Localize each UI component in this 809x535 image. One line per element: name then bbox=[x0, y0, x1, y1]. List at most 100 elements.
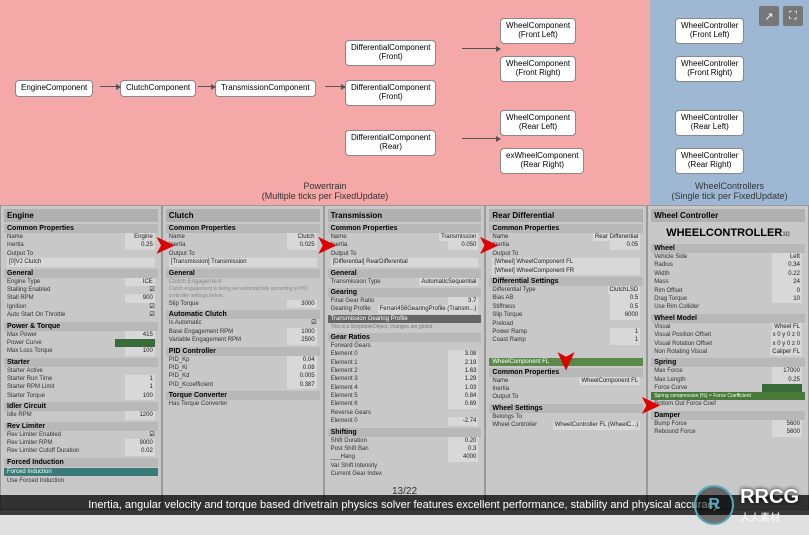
value[interactable]: 1 bbox=[125, 375, 155, 383]
value[interactable]: 415 bbox=[125, 331, 155, 339]
value[interactable]: 1.63 bbox=[448, 367, 478, 375]
object-slot[interactable]: Caliper FL bbox=[770, 348, 802, 356]
node-wheel-rl[interactable]: WheelComponent (Rear Left) bbox=[500, 110, 576, 136]
node-wc-rr[interactable]: WheelController (Rear Right) bbox=[675, 148, 744, 174]
output-slot[interactable]: [Wheel] WheelComponent FR bbox=[492, 267, 640, 275]
value[interactable]: Clutch bbox=[287, 233, 317, 241]
value[interactable]: 5600 bbox=[772, 420, 802, 428]
value[interactable]: 100 bbox=[125, 347, 155, 355]
value[interactable]: 1.29 bbox=[448, 375, 478, 383]
value[interactable]: 3.7 bbox=[448, 297, 478, 305]
value[interactable]: 17000 bbox=[772, 367, 802, 375]
value[interactable]: 2.19 bbox=[448, 359, 478, 367]
panel-title: Rear Differential bbox=[489, 209, 643, 222]
checkbox[interactable]: ☑ bbox=[149, 431, 154, 439]
value[interactable]: 100 bbox=[125, 392, 155, 400]
vector[interactable]: x 0 y 0 z 0 bbox=[771, 340, 802, 348]
value[interactable]: 0.387 bbox=[287, 381, 317, 389]
value[interactable]: 0.005 bbox=[287, 372, 317, 380]
node-clutch[interactable]: ClutchComponent bbox=[120, 80, 196, 97]
dropdown[interactable]: Left bbox=[772, 253, 802, 261]
checkbox[interactable]: ☑ bbox=[149, 311, 154, 319]
node-wc-fl[interactable]: WheelController (Front Left) bbox=[675, 18, 744, 44]
curve[interactable] bbox=[762, 384, 802, 392]
value[interactable]: 0.20 bbox=[448, 437, 478, 445]
label: Stall RPM bbox=[7, 294, 34, 302]
dropdown[interactable]: ICE bbox=[125, 278, 155, 286]
checkbox[interactable]: ☑ bbox=[149, 286, 154, 294]
value[interactable]: 0.25 bbox=[772, 376, 802, 384]
value[interactable]: 0.08 bbox=[287, 364, 317, 372]
value[interactable]: 3.08 bbox=[448, 350, 478, 358]
node-wheel-fl[interactable]: WheelComponent (Front Left) bbox=[500, 18, 576, 44]
value[interactable]: 1200 bbox=[125, 411, 155, 419]
value[interactable]: WheelComponent FL bbox=[579, 377, 640, 385]
label: Element 4 bbox=[331, 384, 358, 392]
label: Variable Engagement RPM bbox=[169, 336, 241, 344]
value[interactable]: Engine bbox=[125, 233, 155, 241]
value[interactable]: 0.5 bbox=[610, 303, 640, 311]
value[interactable]: 0.84 bbox=[448, 392, 478, 400]
checkbox[interactable]: ☑ bbox=[311, 319, 316, 327]
value[interactable]: 2500 bbox=[287, 336, 317, 344]
dropdown[interactable]: ClutchLSD bbox=[608, 286, 641, 294]
checkbox[interactable]: ☑ bbox=[149, 303, 154, 311]
value[interactable]: 900 bbox=[125, 294, 155, 302]
value[interactable]: 1 bbox=[610, 328, 640, 336]
value[interactable]: 0.025 bbox=[287, 241, 317, 249]
value[interactable]: 0.69 bbox=[448, 400, 478, 408]
node-wheel-fr[interactable]: WheelComponent (Front Right) bbox=[500, 56, 576, 82]
dropdown[interactable]: AutomaticSequential bbox=[419, 278, 478, 286]
node-diff-top[interactable]: DifferentialComponent (Front) bbox=[345, 40, 436, 66]
expand-icon[interactable]: ⛶ bbox=[783, 6, 803, 26]
value[interactable]: 24 bbox=[772, 278, 802, 286]
label: PID_Kp bbox=[169, 356, 190, 364]
node-wc-fr[interactable]: WheelController (Front Right) bbox=[675, 56, 744, 82]
node-engine[interactable]: EngineComponent bbox=[15, 80, 93, 97]
value[interactable]: 1 bbox=[125, 383, 155, 391]
page-indicator: 13/22 bbox=[392, 486, 417, 497]
output-slot[interactable]: [Differential] RearDifferential bbox=[331, 258, 479, 266]
value[interactable]: 0.3 bbox=[448, 445, 478, 453]
object-slot[interactable]: Ferrari458GearingProfile (Transm...) bbox=[378, 305, 479, 313]
value[interactable]: 0.5 bbox=[610, 294, 640, 302]
object-slot[interactable]: WheelController FL (WheelC...) bbox=[553, 421, 640, 429]
node-wc-rl[interactable]: WheelController (Rear Left) bbox=[675, 110, 744, 136]
section: Gear Ratios bbox=[328, 333, 482, 342]
node-diff-rear[interactable]: DifferentialComponent (Rear) bbox=[345, 130, 436, 156]
section: Automatic Clutch bbox=[166, 310, 320, 319]
value[interactable]: 1 bbox=[610, 336, 640, 344]
value[interactable]: 0 bbox=[772, 287, 802, 295]
label: Power Curve bbox=[7, 339, 42, 347]
object-slot[interactable]: Wheel FL bbox=[772, 323, 802, 331]
value[interactable]: -2.74 bbox=[448, 417, 478, 425]
value[interactable]: 0.05 bbox=[610, 241, 640, 249]
value[interactable]: 0.050 bbox=[448, 241, 478, 249]
node-transmission[interactable]: TransmissionComponent bbox=[215, 80, 316, 97]
section: Starter bbox=[4, 358, 158, 367]
output-slot[interactable]: [Wheel] WheelComponent FL bbox=[492, 258, 640, 266]
output-slot[interactable]: [0]VJ Clutch bbox=[7, 258, 155, 266]
value[interactable]: 0.22 bbox=[772, 270, 802, 278]
node-diff-mid[interactable]: DifferentialComponent (Front) bbox=[345, 80, 436, 106]
value[interactable]: Transmission bbox=[439, 233, 478, 241]
value[interactable]: 0.02 bbox=[125, 447, 155, 455]
value[interactable]: 1000 bbox=[287, 328, 317, 336]
output-slot[interactable]: [Transmission] Transmission bbox=[169, 258, 317, 266]
label: Current Gear Index bbox=[331, 470, 382, 478]
value[interactable]: 0.04 bbox=[287, 356, 317, 364]
value[interactable]: 0.34 bbox=[772, 261, 802, 269]
vector[interactable]: x 0 y 0 z 0 bbox=[771, 331, 802, 339]
node-wheel-rr[interactable]: exWheelComponent (Rear Right) bbox=[500, 148, 584, 174]
curve[interactable] bbox=[115, 339, 155, 347]
value[interactable]: 0.25 bbox=[125, 241, 155, 249]
value[interactable]: Rear Differential bbox=[593, 233, 640, 241]
value[interactable]: 5600 bbox=[772, 428, 802, 436]
share-icon[interactable]: ↗ bbox=[759, 6, 779, 26]
value[interactable]: 3000 bbox=[287, 300, 317, 308]
value[interactable]: 6000 bbox=[610, 311, 640, 319]
value[interactable]: 4000 bbox=[448, 453, 478, 461]
value[interactable]: 1.03 bbox=[448, 384, 478, 392]
value[interactable]: 9000 bbox=[125, 439, 155, 447]
value[interactable]: 10 bbox=[772, 295, 802, 303]
